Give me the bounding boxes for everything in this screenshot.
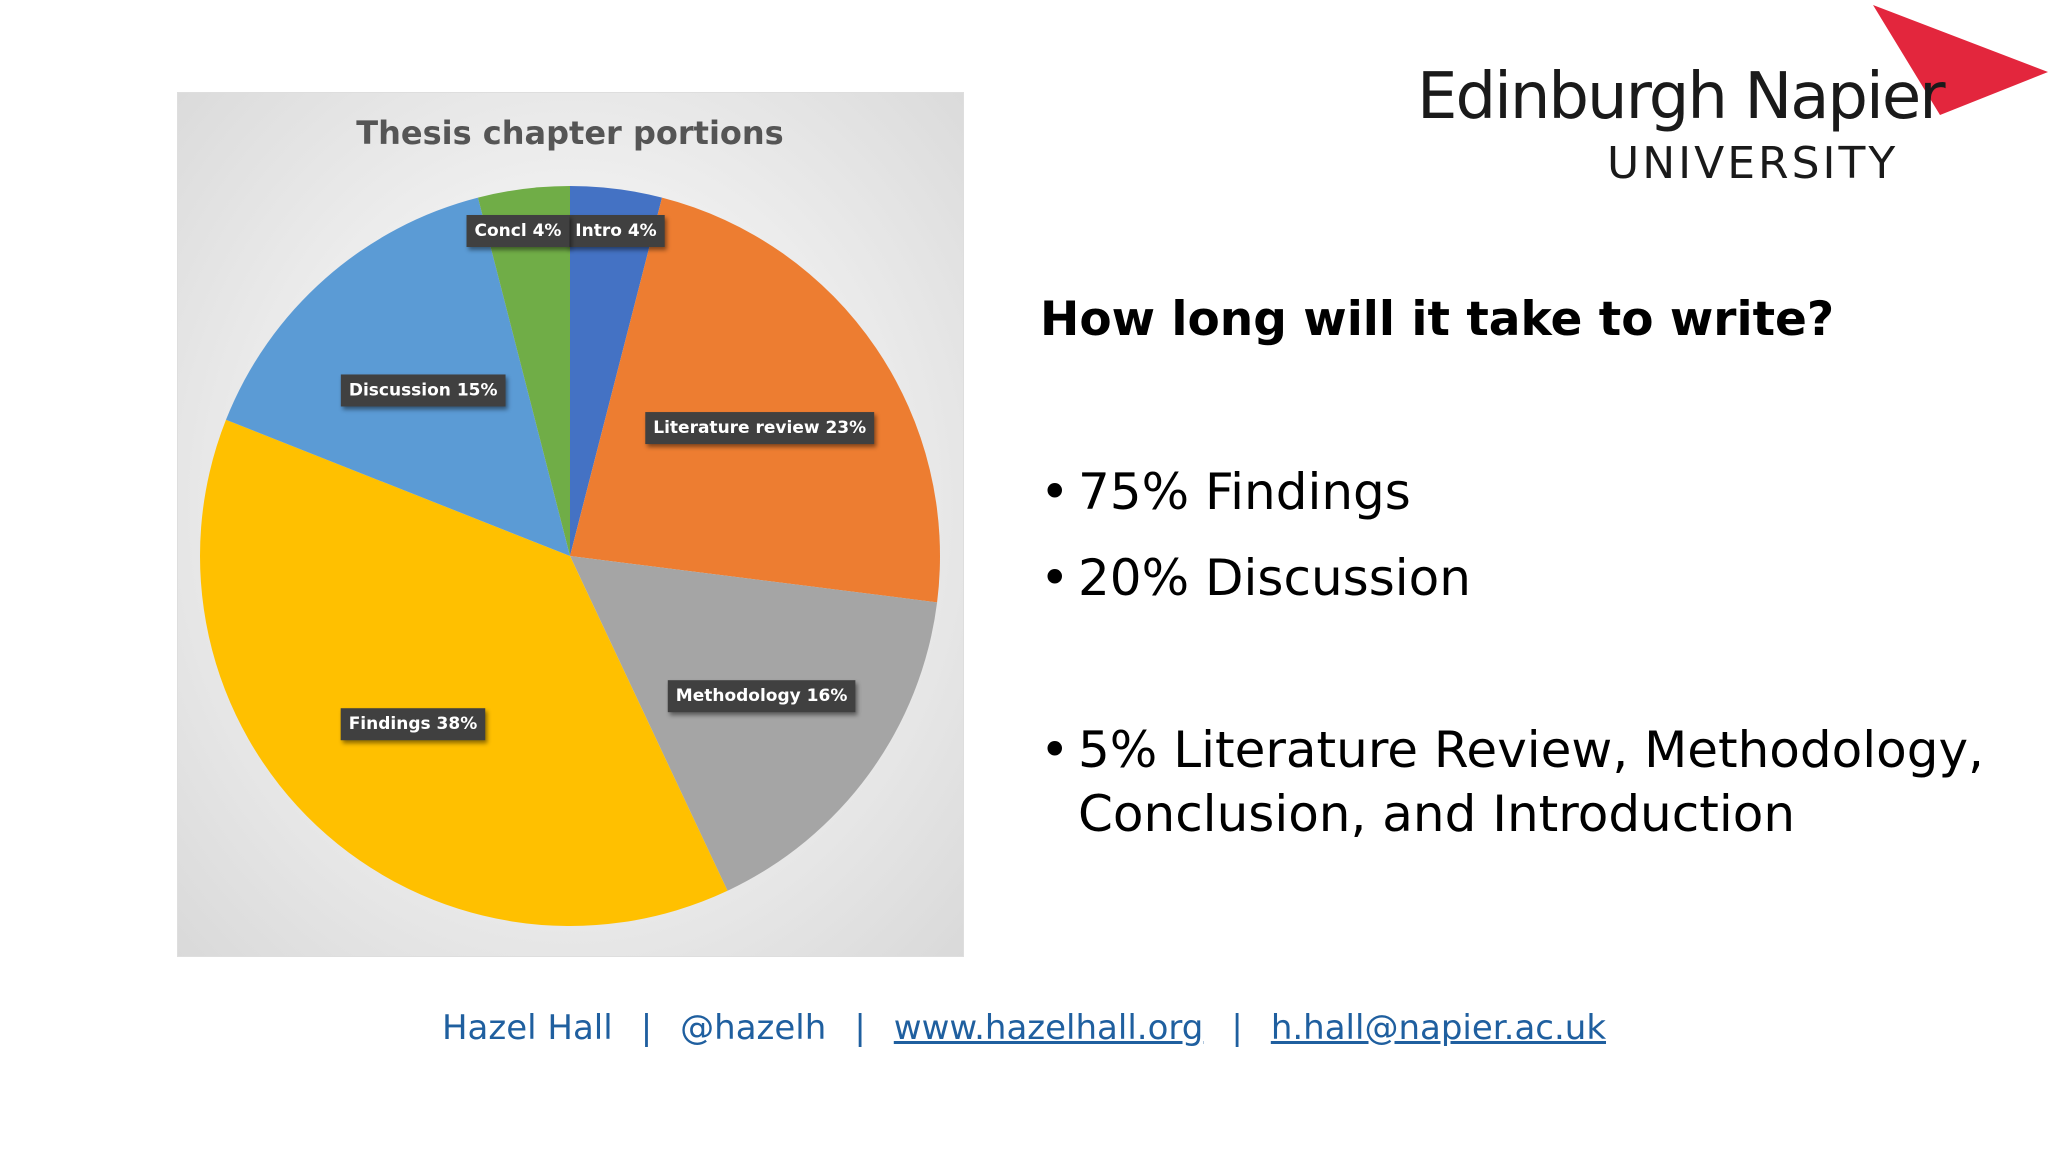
pie-slice-concl bbox=[477, 186, 570, 556]
bullet-text: 75% Findings bbox=[1078, 463, 1411, 521]
data-label-methodology: Methodology 16% bbox=[667, 680, 856, 713]
footer-handle: @hazelh bbox=[680, 1008, 827, 1048]
pie-slice-methodology bbox=[570, 556, 938, 891]
data-label-literature-review: Literature review 23% bbox=[645, 412, 875, 445]
footer-separator: | bbox=[1231, 1008, 1243, 1048]
bullet-item: • 5% Literature Review, Methodology, Conc… bbox=[1040, 718, 1984, 846]
bullet-item: • 20% Discussion bbox=[1040, 546, 1471, 610]
pie-slice-literature-review bbox=[570, 197, 940, 603]
pie-slice-intro bbox=[570, 186, 663, 556]
chart-title: Thesis chapter portions bbox=[356, 114, 783, 152]
data-label-box bbox=[567, 215, 665, 247]
logo-subtitle: UNIVERSITY bbox=[1607, 138, 1899, 189]
data-label-findings: Findings 38% bbox=[340, 708, 486, 741]
bullet-dot: • bbox=[1040, 721, 1070, 779]
bullet-text: 20% Discussion bbox=[1078, 549, 1471, 607]
data-label-text: Literature review 23% bbox=[653, 418, 866, 438]
logo-name: Edinburgh Napier bbox=[1417, 60, 1945, 134]
bullet-text-continued: Conclusion, and Introduction bbox=[1078, 785, 1796, 843]
footer-name: Hazel Hall bbox=[441, 1008, 613, 1048]
bullet-dot: • bbox=[1040, 549, 1070, 607]
data-label-text: Concl 4% bbox=[475, 221, 562, 241]
data-label-discussion: Discussion 15% bbox=[340, 374, 506, 407]
bullet-dot: • bbox=[1040, 463, 1070, 521]
data-label-text: Methodology 16% bbox=[676, 686, 848, 706]
data-label-intro: Intro 4% bbox=[567, 215, 665, 247]
logo-triangle-mark bbox=[1873, 5, 2048, 115]
data-label-text: Intro 4% bbox=[575, 221, 656, 241]
data-label-text: Discussion 15% bbox=[349, 380, 498, 400]
data-label-box bbox=[667, 680, 856, 713]
data-label-text: Findings 38% bbox=[349, 714, 478, 734]
footer-separator: | bbox=[640, 1008, 653, 1048]
pie-slice-findings bbox=[200, 419, 728, 927]
data-label-box bbox=[466, 215, 570, 247]
slide-heading: How long will it take to write? bbox=[1040, 292, 1835, 347]
pie-chart-panel: Thesis chapter portions Intro 4% Literatu… bbox=[177, 92, 964, 957]
pie-chart: Thesis chapter portions Intro 4% Literatu… bbox=[200, 114, 940, 927]
data-label-box bbox=[340, 374, 506, 407]
footer-email-link[interactable]: h.hall@napier.ac.uk bbox=[1270, 1008, 1607, 1048]
footer-contact: Hazel Hall | @hazelh | www.hazelhall.org | h.h… bbox=[0, 1008, 2048, 1048]
university-logo: Edinburgh Napier UNIVERSITY bbox=[1400, 0, 2048, 200]
bullet-text: 5% Literature Review, Methodology, bbox=[1078, 721, 1984, 779]
data-label-box bbox=[340, 708, 486, 741]
data-label-concl: Concl 4% bbox=[466, 215, 570, 247]
data-label-box bbox=[645, 412, 875, 445]
footer-website-link[interactable]: www.hazelhall.org bbox=[893, 1008, 1204, 1048]
bullet-item: • 75% Findings bbox=[1040, 460, 1411, 524]
footer-separator: | bbox=[854, 1008, 866, 1048]
